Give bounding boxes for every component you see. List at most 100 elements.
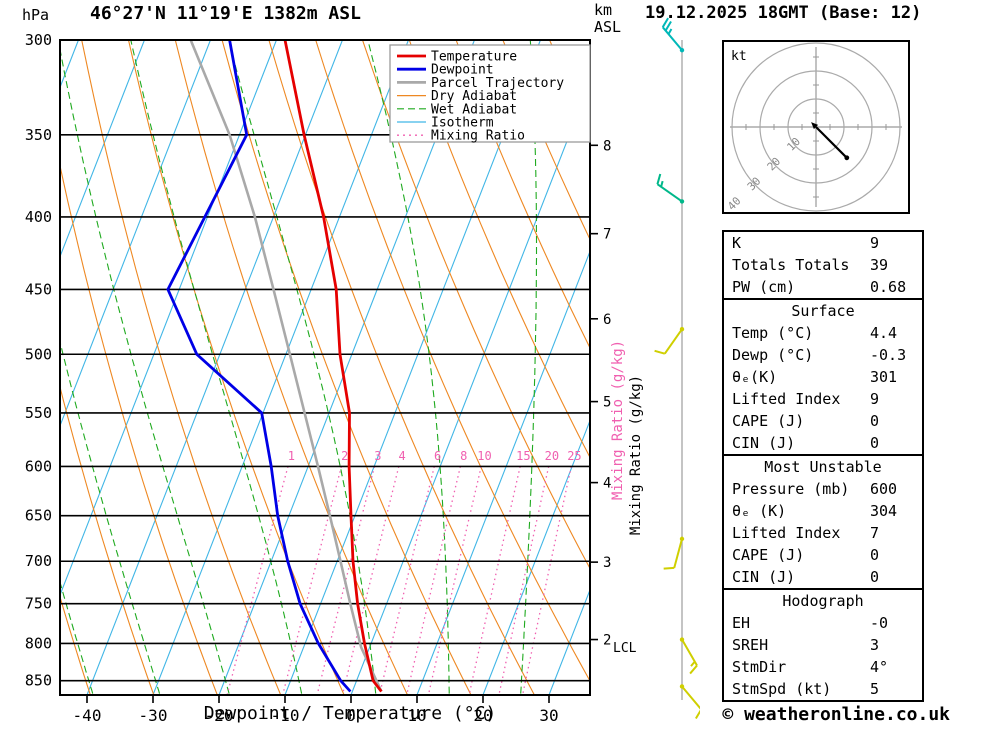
wet-adiabat-lines <box>60 40 590 694</box>
stat-value: 9 <box>870 390 880 408</box>
wind-barb <box>656 173 685 204</box>
mixing-ratio-value-label: 2 <box>341 449 348 463</box>
stats-table: Surface Temp (°C) 4.4 Dewp (°C) -0.3 θₑ(K) 301… <box>722 298 924 456</box>
mixing-ratio-lines <box>226 466 572 695</box>
dry-adiabat-lines <box>60 40 590 695</box>
stat-label: θₑ(K) <box>732 368 778 386</box>
pressure-axis-unit: hPa <box>22 6 50 24</box>
mixing-ratio-value-label: 6 <box>434 449 441 463</box>
stat-value: 4° <box>870 658 889 676</box>
lcl-marker: LCL <box>613 641 637 656</box>
stats-table-header: Most Unstable <box>764 458 882 476</box>
stat-value: 5 <box>870 680 880 698</box>
stat-label: CAPE (J) <box>732 546 805 564</box>
mixing-ratio-value-label: 4 <box>399 449 406 463</box>
legend-label: Isotherm <box>431 116 494 131</box>
stats-row: Dewp (°C) -0.3 <box>724 344 922 366</box>
temp-tick-label: 0 <box>346 706 356 725</box>
station-title: 46°27'N 11°19'E 1382m ASL <box>90 3 361 24</box>
pressure-tick-label: 500 <box>25 345 52 363</box>
stat-value: 0.68 <box>870 278 907 296</box>
pressure-tick-label: 850 <box>25 672 52 690</box>
stat-label: K <box>732 234 742 252</box>
x-axis-title: Dewpoint / Temperature (°C) <box>203 703 497 724</box>
stats-row: CAPE (J) 0 <box>724 544 922 566</box>
pressure-tick-label: 600 <box>25 457 52 475</box>
pressure-tick-label: 750 <box>25 595 52 613</box>
stat-value: 301 <box>870 368 898 386</box>
km-tick-label: 3 <box>603 555 611 571</box>
stat-label: CIN (J) <box>732 434 796 452</box>
legend-label: Parcel Trajectory <box>431 76 564 91</box>
stat-label: CIN (J) <box>732 568 796 586</box>
stats-row: StmSpd (kt) 5 <box>724 678 922 700</box>
stat-value: 3 <box>870 636 880 654</box>
legend-label: Wet Adiabat <box>431 102 517 117</box>
km-tick-label: 8 <box>603 138 611 154</box>
hodograph-ring <box>731 42 901 212</box>
legend-label: Dry Adiabat <box>431 89 517 104</box>
stat-label: Lifted Index <box>732 524 841 542</box>
wind-barb <box>661 17 685 53</box>
mixing-ratio-value-label: 1 <box>288 449 295 463</box>
km-tick-label: 4 <box>603 476 611 492</box>
hodograph-trace <box>815 126 848 159</box>
km-tick-label: 2 <box>603 633 611 649</box>
stats-table-header: Hodograph <box>782 592 864 610</box>
stat-label: Pressure (mb) <box>732 480 850 498</box>
mixing-ratio-axis-label-pink: Mixing Ratio (g/kg) <box>610 340 626 500</box>
temp-tick-label: 10 <box>407 706 426 725</box>
stats-row: CIN (J) 0 <box>724 432 922 454</box>
chart-frame <box>59 39 591 696</box>
wind-barb-column <box>654 17 700 720</box>
stat-value: 9 <box>870 234 880 252</box>
mixing-ratio-value-label: 20 <box>545 449 559 463</box>
mixing-ratio-value-label: 15 <box>516 449 530 463</box>
stat-value: 0 <box>870 434 880 452</box>
pressure-tick-label: 650 <box>25 507 52 525</box>
stats-row: Temp (°C) 4.4 <box>724 322 922 344</box>
asl-unit-label: ASL <box>594 18 622 36</box>
temp-axis: -40 -30 -20 -10 0 10 20 30 <box>73 695 559 725</box>
stat-label: Dewp (°C) <box>732 346 814 364</box>
pressure-tick-label: 300 <box>25 31 52 49</box>
stats-table-header: Surface <box>791 302 855 320</box>
mixing-ratio-value-label: 8 <box>460 449 467 463</box>
stats-row: StmDir 4° <box>724 656 922 678</box>
pressure-tick-label: 400 <box>25 208 52 226</box>
stat-label: Totals Totals <box>732 256 850 274</box>
temp-tick-label: -30 <box>139 706 168 725</box>
stat-value: -0.3 <box>870 346 907 364</box>
temperature-curve <box>283 40 383 693</box>
mixing-axis-titles: Mixing Ratio (g/kg) Mixing Ratio (g/kg) <box>610 340 644 535</box>
hodograph-arrow <box>811 122 819 130</box>
stat-value: 4.4 <box>870 324 898 342</box>
wind-barb <box>679 637 698 675</box>
stat-label: Lifted Index <box>732 390 841 408</box>
sounding-curves <box>166 40 383 693</box>
stat-value: 0 <box>870 568 880 586</box>
stats-row: Totals Totals 39 <box>724 254 922 276</box>
temp-tick-label: -40 <box>73 706 102 725</box>
km-tick-label: 7 <box>603 227 611 243</box>
mixing-ratio-value-label: 25 <box>567 449 581 463</box>
skewt-chart: 1 2 3 4 6 8 10 15 20 2530035040045050055060065070… <box>25 17 700 725</box>
stats-row: θₑ(K) 301 <box>724 366 922 388</box>
stat-label: StmSpd (kt) <box>732 680 832 698</box>
stats-table: Hodograph EH -0 SREH 3 StmDir 4° StmSpd (kt) 5 <box>722 588 924 702</box>
altitude-axis-unit: km ASL <box>594 2 621 36</box>
km-tick-label: 5 <box>603 395 611 411</box>
temp-tick-label: 20 <box>473 706 492 725</box>
temp-tick-label: -20 <box>205 706 234 725</box>
legend-label: Mixing Ratio <box>431 129 525 144</box>
stats-row: Lifted Index 7 <box>724 522 922 544</box>
km-tick-label: 6 <box>603 312 611 328</box>
stat-value: 7 <box>870 524 880 542</box>
datetime-title: 19.12.2025 18GMT (Base: 12) <box>645 3 922 23</box>
wind-barb <box>679 684 700 720</box>
temp-tick-label: 30 <box>539 706 558 725</box>
